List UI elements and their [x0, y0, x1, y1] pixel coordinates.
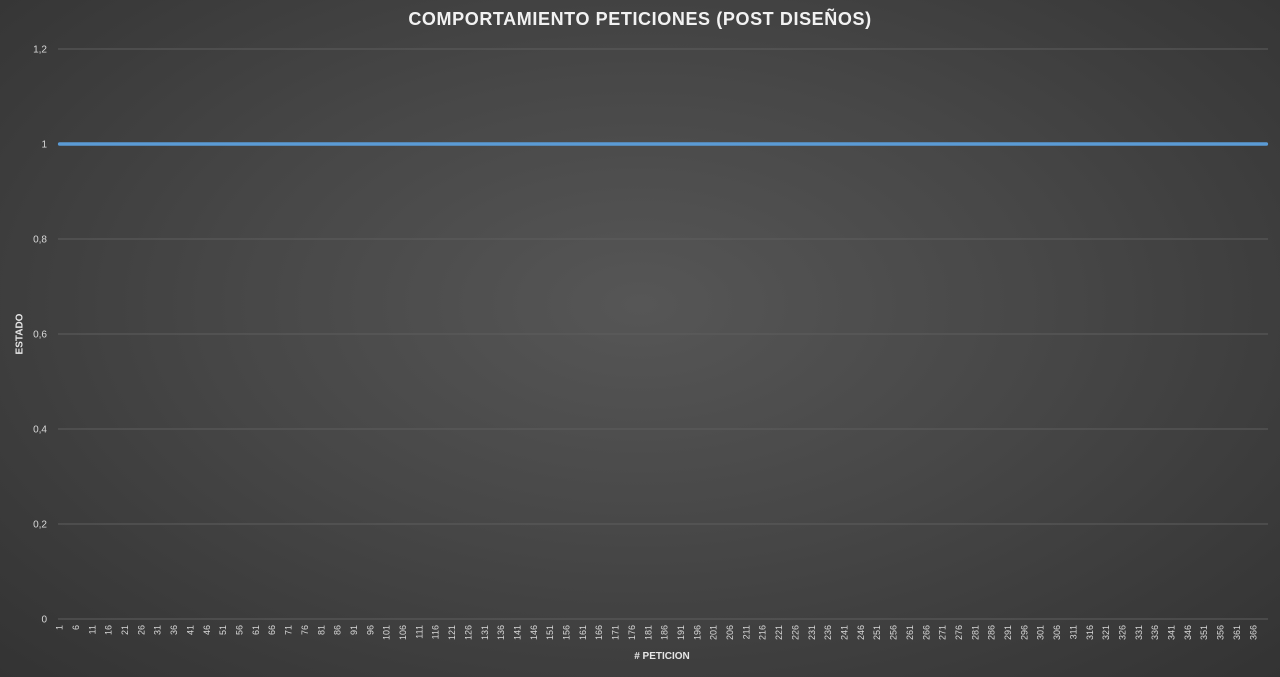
x-tick-label: 336 — [1150, 625, 1160, 640]
x-tick-label: 311 — [1068, 625, 1078, 639]
x-tick-label: 41 — [185, 625, 195, 635]
x-tick-label: 126 — [463, 625, 473, 640]
x-tick-label: 246 — [856, 625, 866, 640]
y-tick-label: 0,2 — [33, 520, 47, 531]
x-tick-label: 101 — [382, 625, 392, 640]
x-tick-label: 66 — [267, 625, 277, 635]
x-tick-label: 71 — [284, 625, 294, 635]
x-tick-label: 211 — [741, 625, 751, 639]
x-tick-label: 281 — [970, 625, 980, 640]
y-tick-label: 1 — [41, 140, 47, 151]
x-tick-label: 141 — [512, 625, 522, 640]
x-tick-label: 271 — [938, 625, 948, 640]
x-tick-label: 26 — [136, 625, 146, 635]
y-tick-label: 0,6 — [33, 330, 47, 341]
x-tick-label: 361 — [1232, 625, 1242, 640]
x-tick-label: 121 — [447, 625, 457, 640]
x-tick-label: 46 — [202, 625, 212, 635]
x-tick-label: 231 — [807, 625, 817, 640]
x-tick-label: 266 — [921, 625, 931, 640]
y-tick-label: 0 — [41, 615, 47, 626]
x-tick-label: 21 — [120, 625, 130, 635]
y-axis-ticks: 0 0,2 0,4 0,6 0,8 1 1,2 — [33, 45, 47, 626]
x-tick-label: 301 — [1036, 625, 1046, 640]
x-tick-label: 226 — [790, 625, 800, 640]
x-tick-label: 151 — [545, 625, 555, 640]
x-tick-label: 236 — [823, 625, 833, 640]
x-tick-label: 221 — [774, 625, 784, 640]
x-tick-label: 241 — [840, 625, 850, 640]
x-tick-label: 201 — [709, 625, 719, 640]
x-tick-label: 6 — [71, 625, 81, 630]
x-tick-label: 111 — [414, 625, 424, 639]
x-axis-label: # PETICION — [634, 651, 690, 662]
x-tick-label: 216 — [758, 625, 768, 640]
x-tick-label: 206 — [725, 625, 735, 640]
x-tick-label: 341 — [1167, 625, 1177, 640]
x-tick-label: 316 — [1085, 625, 1095, 640]
x-tick-label: 186 — [660, 625, 670, 640]
x-tick-label: 131 — [480, 625, 490, 640]
x-tick-label: 166 — [594, 625, 604, 640]
x-tick-label: 156 — [562, 625, 572, 640]
x-tick-label: 256 — [889, 625, 899, 640]
gridlines — [58, 48, 1268, 620]
x-tick-label: 76 — [300, 625, 310, 635]
x-tick-label: 351 — [1199, 625, 1209, 640]
x-tick-label: 36 — [169, 625, 179, 635]
y-tick-label: 0,8 — [33, 235, 47, 246]
x-tick-label: 16 — [104, 625, 114, 635]
x-tick-label: 321 — [1101, 625, 1111, 640]
y-tick-label: 1,2 — [33, 45, 47, 56]
x-tick-label: 346 — [1183, 625, 1193, 640]
x-tick-label: 296 — [1019, 625, 1029, 640]
x-tick-label: 196 — [692, 625, 702, 640]
x-tick-label: 331 — [1134, 625, 1144, 640]
x-tick-label: 181 — [643, 625, 653, 640]
chart-title: COMPORTAMIENTO PETICIONES (POST DISEÑOS) — [408, 9, 872, 29]
x-tick-label: 31 — [153, 625, 163, 635]
x-axis-ticks: 1 6 11 16 21 26 31 36 41 46 51 56 61 66 71 76 81 86 91 96 10… — [55, 625, 1259, 640]
x-tick-label: 251 — [872, 625, 882, 640]
x-tick-label: 86 — [333, 625, 343, 635]
x-tick-label: 106 — [398, 625, 408, 640]
x-tick-label: 306 — [1052, 625, 1062, 640]
x-tick-label: 116 — [431, 625, 441, 639]
x-tick-label: 96 — [365, 625, 375, 635]
x-tick-label: 81 — [316, 625, 326, 635]
x-tick-label: 191 — [676, 625, 686, 640]
x-tick-label: 356 — [1216, 625, 1226, 640]
x-tick-label: 1 — [55, 625, 65, 630]
x-tick-label: 326 — [1117, 625, 1127, 640]
x-tick-label: 176 — [627, 625, 637, 640]
x-tick-label: 286 — [987, 625, 997, 640]
x-tick-label: 276 — [954, 625, 964, 640]
x-tick-label: 11 — [87, 625, 97, 634]
x-tick-label: 56 — [235, 625, 245, 635]
y-tick-label: 0,4 — [33, 425, 47, 436]
x-tick-label: 91 — [349, 625, 359, 635]
x-tick-label: 51 — [218, 625, 228, 635]
x-tick-label: 171 — [611, 625, 621, 640]
x-tick-label: 291 — [1003, 625, 1013, 640]
x-tick-label: 261 — [905, 625, 915, 640]
x-tick-label: 366 — [1248, 625, 1258, 640]
x-tick-label: 136 — [496, 625, 506, 640]
x-tick-label: 146 — [529, 625, 539, 640]
x-tick-label: 161 — [578, 625, 588, 640]
x-tick-label: 61 — [251, 625, 261, 635]
